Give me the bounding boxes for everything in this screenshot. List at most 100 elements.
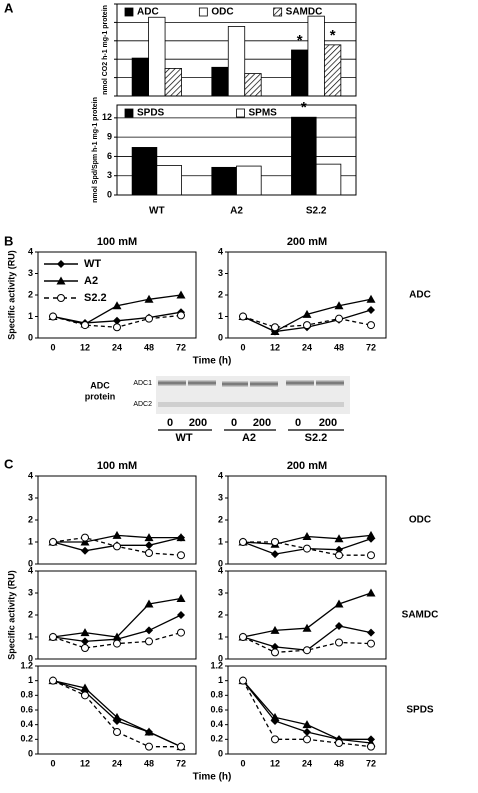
panel-label: C [4, 456, 14, 471]
group-label: A2 [242, 432, 256, 444]
x-axis-label: Time (h) [193, 772, 232, 783]
marker [271, 550, 279, 559]
bar [323, 44, 342, 97]
significance-mark: * [297, 32, 303, 49]
marker [81, 644, 89, 652]
marker [113, 542, 121, 551]
western-blot: ADC protein ADC1 ADC2 0 200 0 200 0 200 … [85, 376, 350, 444]
x-tick-label: 48 [144, 342, 154, 352]
y-tick-label: 0.6 [20, 704, 33, 714]
y-tick-label: 0 [107, 189, 112, 199]
y-tick-label: 4 [218, 565, 223, 575]
marker [80, 683, 90, 692]
marker [57, 260, 65, 268]
marker [367, 321, 375, 330]
marker [113, 323, 121, 332]
group-label: S2.2 [305, 432, 328, 444]
y-tick-label: 1 [28, 675, 33, 685]
marker [271, 648, 279, 657]
row-label: SAMDC [402, 610, 439, 621]
blot-label: ADC [90, 380, 110, 390]
lane-label: 0 [295, 417, 301, 429]
significance-mark: * [330, 27, 336, 44]
y-tick-label: 1 [218, 311, 223, 321]
plot-frame [227, 570, 387, 660]
legend-swatch [124, 108, 134, 118]
marker [239, 538, 247, 546]
bar [291, 49, 309, 97]
marker [81, 546, 89, 555]
y-tick-label: 1.2 [210, 660, 223, 670]
y-tick-label: 1 [28, 536, 33, 546]
plot-frame [116, 3, 357, 97]
marker [144, 294, 154, 303]
marker [302, 309, 312, 318]
x-tick-label: 24 [112, 758, 122, 768]
bar [156, 165, 182, 196]
marker [144, 727, 154, 736]
marker [144, 533, 154, 542]
marker [239, 633, 247, 641]
lane-label: 200 [253, 417, 271, 429]
marker [271, 323, 279, 332]
x-tick-label: 0 [50, 342, 55, 352]
marker [49, 538, 57, 546]
series-line [52, 597, 182, 638]
chart-title: 200 mM [287, 460, 327, 472]
marker [144, 599, 154, 608]
marker [145, 626, 153, 635]
bar [307, 15, 325, 97]
marker [303, 544, 311, 553]
y-tick-label: 6 [107, 151, 112, 161]
x-tick-label: 24 [302, 342, 312, 352]
row-label: SPDS [406, 705, 434, 716]
chart-title: 200 mM [287, 236, 327, 248]
marker [335, 638, 343, 647]
y-axis-label: nmol CO2 h-1 mg-1 protein [102, 5, 109, 95]
marker [239, 676, 247, 685]
y-tick-label: 3 [28, 587, 33, 597]
x-tick-label: 48 [334, 342, 344, 352]
y-tick-label: 1 [218, 631, 223, 641]
legend-swatch [236, 108, 245, 118]
marker [270, 712, 280, 721]
legend-swatch [124, 7, 134, 17]
x-tick-label: 48 [334, 758, 344, 768]
marker [177, 742, 185, 751]
bar [148, 16, 166, 97]
marker [56, 276, 66, 285]
marker [49, 676, 57, 685]
y-tick-label: 2 [28, 609, 33, 619]
bar [211, 66, 229, 97]
marker [271, 538, 279, 546]
plot-frame [37, 251, 197, 339]
x-axis-label: Time (h) [193, 356, 232, 367]
plot-frame [227, 251, 387, 339]
marker [334, 301, 344, 310]
marker [112, 632, 122, 641]
marker [113, 316, 121, 325]
y-tick-label: 2 [218, 289, 223, 299]
marker [80, 628, 90, 637]
marker [366, 530, 376, 539]
marker [303, 735, 311, 744]
marker [366, 588, 376, 597]
y-tick-label: 12 [102, 112, 112, 122]
x-tick-label: 0 [50, 758, 55, 768]
band-label: ADC1 [133, 380, 152, 387]
marker [176, 290, 186, 299]
x-tick-label: 12 [270, 758, 280, 768]
x-tick-label: 12 [80, 758, 90, 768]
y-tick-label: 0.6 [210, 704, 223, 714]
legend-label: SAMDC [286, 7, 323, 18]
y-tick-label: 4 [28, 565, 33, 575]
row-label: ADC [409, 290, 431, 301]
marker [335, 545, 343, 554]
bar [291, 116, 317, 196]
bar [164, 68, 182, 97]
plot-frame [227, 665, 387, 755]
y-tick-label: 3 [107, 170, 112, 180]
marker [177, 311, 185, 320]
legend-swatch [198, 7, 208, 17]
